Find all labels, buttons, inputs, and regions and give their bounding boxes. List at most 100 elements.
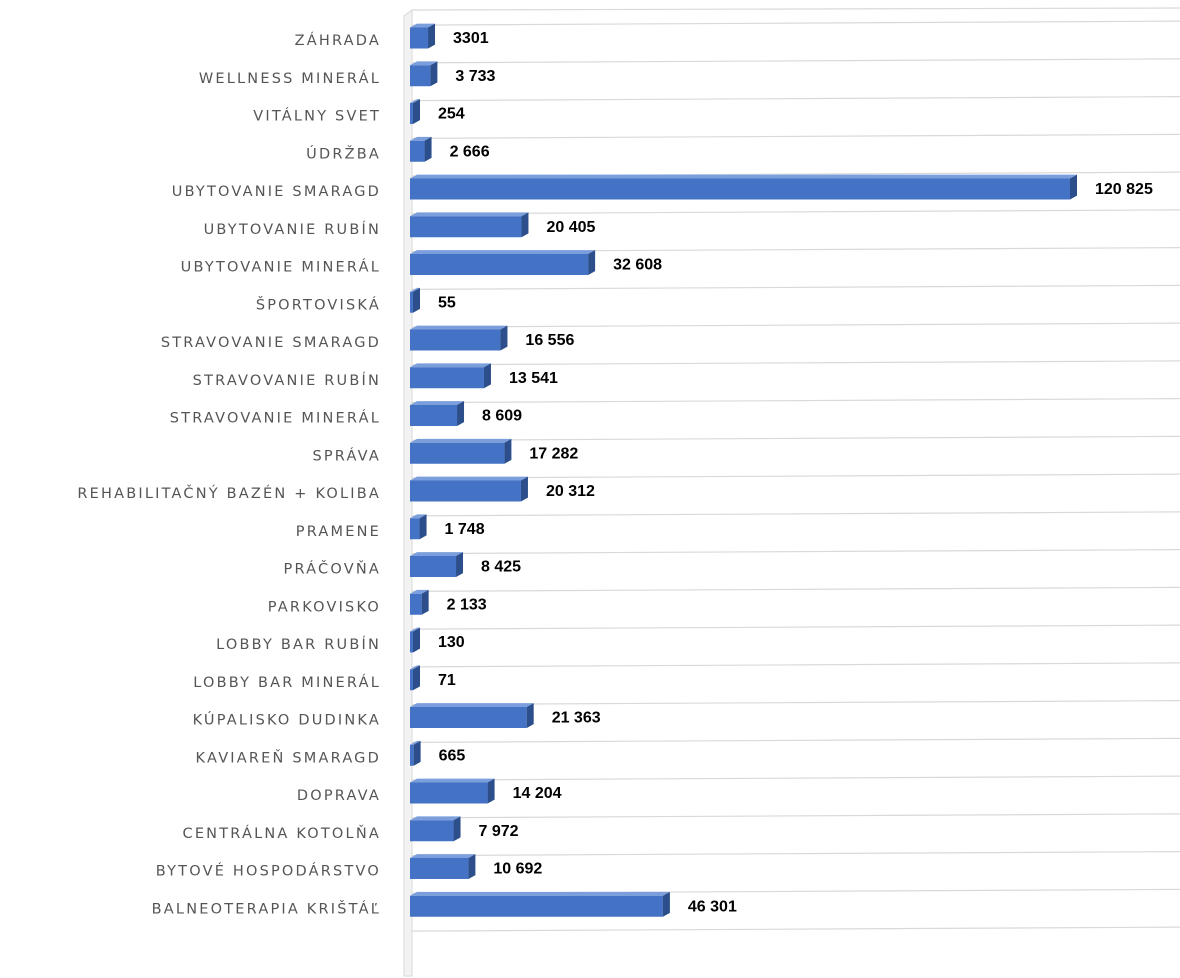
bar bbox=[410, 174, 1077, 200]
bar-side bbox=[588, 250, 596, 275]
bar-side bbox=[413, 627, 420, 653]
value-label: 14 204 bbox=[513, 785, 562, 802]
bar bbox=[410, 665, 420, 691]
grid-line bbox=[409, 549, 1180, 555]
category-label: DOPRAVA bbox=[297, 788, 381, 804]
value-label: 13 541 bbox=[509, 370, 558, 387]
value-label: 7 972 bbox=[479, 823, 519, 840]
bar-top bbox=[410, 627, 420, 632]
category-axis bbox=[403, 7, 1180, 977]
grid-line bbox=[409, 851, 1180, 857]
bar-side bbox=[468, 854, 476, 879]
bar bbox=[410, 23, 436, 49]
value-label: 16 556 bbox=[525, 332, 574, 349]
grid-line bbox=[409, 624, 1180, 630]
bar-front bbox=[410, 291, 413, 313]
grid-line bbox=[409, 360, 1180, 366]
grid-line bbox=[409, 775, 1180, 781]
value-label: 8 609 bbox=[482, 408, 522, 425]
bar-top bbox=[410, 212, 529, 217]
bars bbox=[410, 23, 1077, 917]
category-label: PARKOVISKO bbox=[268, 599, 381, 615]
bar bbox=[410, 514, 427, 540]
bar-side bbox=[504, 438, 512, 464]
bar bbox=[410, 891, 670, 917]
bar-front bbox=[410, 367, 484, 389]
bar-front bbox=[410, 65, 431, 87]
bar-top bbox=[410, 363, 491, 368]
category-label: PRÁČOVŇA bbox=[284, 560, 381, 578]
grid-line bbox=[409, 209, 1180, 215]
category-label: KÚPALISKO DUDINKA bbox=[193, 711, 381, 729]
bar-top bbox=[410, 401, 465, 405]
bar-top bbox=[410, 250, 596, 254]
category-label: PRAMENE bbox=[296, 524, 381, 540]
value-label: 20 405 bbox=[546, 219, 595, 236]
bar-front bbox=[410, 782, 488, 804]
bar bbox=[410, 250, 596, 275]
bar-top bbox=[410, 891, 670, 896]
bar-top bbox=[410, 552, 464, 556]
bar-side bbox=[457, 401, 465, 426]
value-label: 3 733 bbox=[455, 68, 495, 85]
bar-front bbox=[410, 480, 521, 502]
bar bbox=[410, 816, 461, 842]
bar bbox=[410, 99, 420, 124]
grid-line bbox=[409, 322, 1180, 328]
category-label: LOBBY BAR RUBÍN bbox=[216, 636, 381, 653]
grid-line bbox=[409, 586, 1180, 592]
bar-side bbox=[487, 778, 495, 804]
bar-top bbox=[410, 61, 438, 66]
value-label: 2 133 bbox=[447, 596, 487, 613]
bar bbox=[410, 212, 529, 238]
value-label: 3301 bbox=[453, 30, 489, 47]
bar-front bbox=[410, 556, 457, 577]
bar bbox=[410, 552, 464, 577]
bar-side bbox=[421, 589, 429, 615]
value-label: 8 425 bbox=[481, 559, 521, 576]
category-label: STRAVOVANIE SMARAGD bbox=[161, 335, 381, 351]
bar-side bbox=[413, 99, 420, 124]
value-label: 10 692 bbox=[493, 861, 542, 878]
bar-side bbox=[456, 552, 464, 577]
bar-front bbox=[410, 593, 422, 615]
bar bbox=[410, 703, 534, 728]
bar-top bbox=[410, 325, 508, 330]
bar-front bbox=[410, 329, 501, 351]
bar bbox=[410, 401, 465, 426]
bar-front bbox=[410, 631, 413, 653]
bar-top bbox=[410, 99, 420, 103]
bar-front bbox=[410, 518, 420, 540]
category-label: UBYTOVANIE RUBÍN bbox=[204, 221, 381, 238]
bar-top bbox=[410, 854, 476, 858]
bar bbox=[410, 476, 528, 502]
bar-front bbox=[410, 858, 469, 879]
category-label: ZÁHRADA bbox=[295, 32, 381, 49]
bar bbox=[410, 61, 438, 87]
bar-top bbox=[410, 174, 1077, 179]
bar bbox=[410, 325, 508, 351]
bar bbox=[410, 589, 429, 615]
category-label: CENTRÁLNA KOTOLŇA bbox=[183, 825, 382, 842]
top-grid-line bbox=[411, 7, 1180, 11]
bar-side bbox=[413, 287, 420, 313]
value-label: 1 748 bbox=[445, 521, 485, 538]
grid-line bbox=[409, 662, 1180, 668]
bar-front bbox=[410, 405, 458, 426]
bar-side bbox=[662, 891, 670, 917]
category-label: SPRÁVA bbox=[312, 447, 381, 464]
bar-top bbox=[410, 703, 534, 707]
bar-front bbox=[410, 140, 425, 162]
grid-line bbox=[409, 700, 1180, 706]
bar-side bbox=[526, 703, 534, 728]
bar-side bbox=[483, 363, 491, 389]
category-label: LOBBY BAR MINERÁL bbox=[193, 674, 381, 691]
bar bbox=[410, 363, 491, 389]
bar-side bbox=[1070, 174, 1077, 200]
bar-top bbox=[410, 438, 512, 443]
bar-top bbox=[410, 476, 528, 481]
bar-front bbox=[410, 820, 454, 842]
value-label: 55 bbox=[438, 294, 456, 311]
bar-front bbox=[410, 442, 505, 464]
